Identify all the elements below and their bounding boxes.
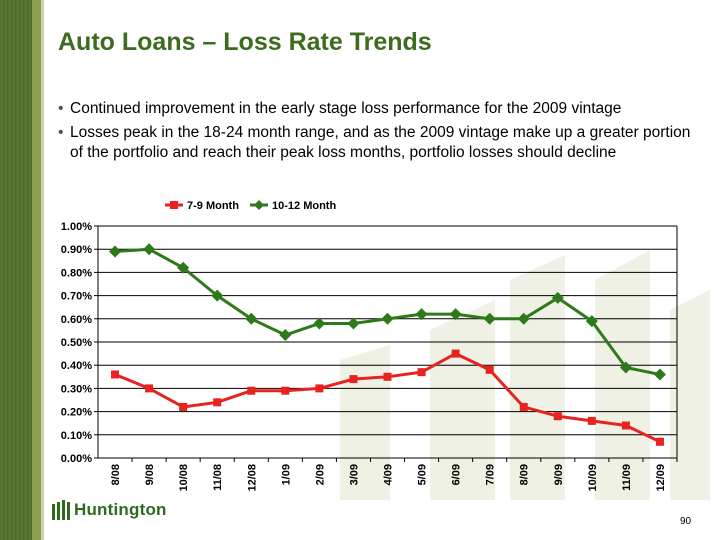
data-point [179,402,188,411]
x-tick-label: 8/09 [519,464,531,485]
data-point [349,375,358,384]
x-tick-label: 5/09 [417,464,429,485]
loss-rate-line-chart: 7-9 Month 10-12 Month 0.00% 0.10% 0.20% 0.30… [61,200,678,492]
x-tick-label: 2/09 [314,464,326,485]
data-point [109,245,122,258]
huntington-logo: Huntington [52,500,167,520]
y-tick-label: 0.80% [61,267,92,279]
data-point [245,312,258,325]
data-point [145,384,154,393]
x-tick-label: 11/08 [212,464,224,491]
y-tick-label: 0.20% [61,407,92,419]
data-point [211,289,224,302]
chart-series [109,243,666,446]
data-point [415,308,428,321]
data-point [449,308,462,321]
x-tick-label: 10/08 [178,464,190,492]
chart-legend: 7-9 Month 10-12 Month [165,200,336,212]
data-point [247,386,256,395]
data-point [315,384,324,393]
y-tick-label: 0.50% [61,337,92,349]
left-decorative-bar [0,0,32,540]
bullet-item: Losses peak in the 18-24 month range, an… [58,123,698,163]
y-tick-label: 0.10% [61,430,92,442]
legend-marker [254,200,264,210]
page-number: 90 [680,516,692,527]
data-point [653,368,666,381]
x-tick-label: 4/09 [383,464,395,485]
x-tick-label: 12/08 [246,464,258,492]
data-point [213,398,222,407]
x-tick-label: 7/09 [485,464,497,485]
legend-label: 10-12 Month [272,200,336,212]
huntington-logo-icon [52,500,70,520]
data-point [517,312,530,325]
data-point [177,261,190,274]
x-tick-label: 9/08 [144,464,156,485]
data-point [553,412,562,421]
bullet-list: Continued improvement in the early stage… [58,99,698,167]
x-tick-label: 9/09 [553,464,565,485]
background-watermark-icon [340,250,710,500]
x-tick-label: 8/08 [110,464,122,485]
y-tick-label: 0.40% [61,360,92,372]
x-tick-label: 1/09 [280,464,292,485]
data-point [485,365,494,374]
legend-marker [170,201,178,209]
data-point [587,416,596,425]
data-point [111,370,120,379]
data-point [381,312,394,325]
left-light-stripe [41,0,44,540]
data-point [347,317,360,330]
left-accent-stripe [32,0,41,540]
data-point [519,402,528,411]
data-point [621,421,630,430]
legend-label: 7-9 Month [187,200,239,212]
data-point [619,361,632,374]
y-tick-label: 0.90% [61,244,92,256]
data-point [143,243,156,256]
series-green [109,243,666,381]
x-tick-label: 3/09 [348,464,360,485]
x-tick-label: 6/09 [451,464,463,485]
y-axis: 0.00% 0.10% 0.20% 0.30% 0.40% 0.50% 0.60% 0.70%… [61,221,678,465]
x-tick-label: 12/09 [655,464,667,492]
y-tick-label: 1.00% [61,221,92,233]
data-point [281,386,290,395]
x-tick-label: 10/09 [587,464,599,492]
series-red [111,349,664,446]
data-point [313,317,326,330]
x-axis: 8/08 9/08 10/08 11/08 12/08 1/09 2/09 3/09 4/09 5… [98,457,678,492]
data-point [655,437,664,446]
page-title: Auto Loans – Loss Rate Trends [58,28,432,56]
x-tick-label: 11/09 [621,464,633,491]
logo-text: Huntington [74,500,167,519]
data-point [417,368,426,377]
data-point [451,349,460,358]
series-line [114,352,661,444]
data-point [383,372,392,381]
y-tick-label: 0.30% [61,383,92,395]
data-point [279,329,292,342]
data-point [585,315,598,328]
y-tick-label: 0.60% [61,314,92,326]
bullet-item: Continued improvement in the early stage… [58,99,698,119]
y-tick-label: 0.00% [61,453,92,465]
data-point [551,291,564,304]
data-point [483,312,496,325]
y-tick-label: 0.70% [61,291,92,303]
series-line [114,247,661,376]
